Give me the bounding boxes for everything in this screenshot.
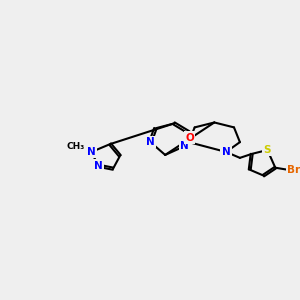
Text: N: N	[94, 161, 103, 171]
Text: N: N	[146, 137, 155, 147]
Text: S: S	[264, 145, 271, 155]
Text: Br: Br	[287, 165, 300, 175]
Text: N: N	[181, 141, 189, 151]
Text: O: O	[185, 133, 194, 143]
Text: N: N	[222, 147, 230, 157]
Text: N: N	[87, 147, 96, 157]
Text: CH₃: CH₃	[67, 142, 85, 151]
